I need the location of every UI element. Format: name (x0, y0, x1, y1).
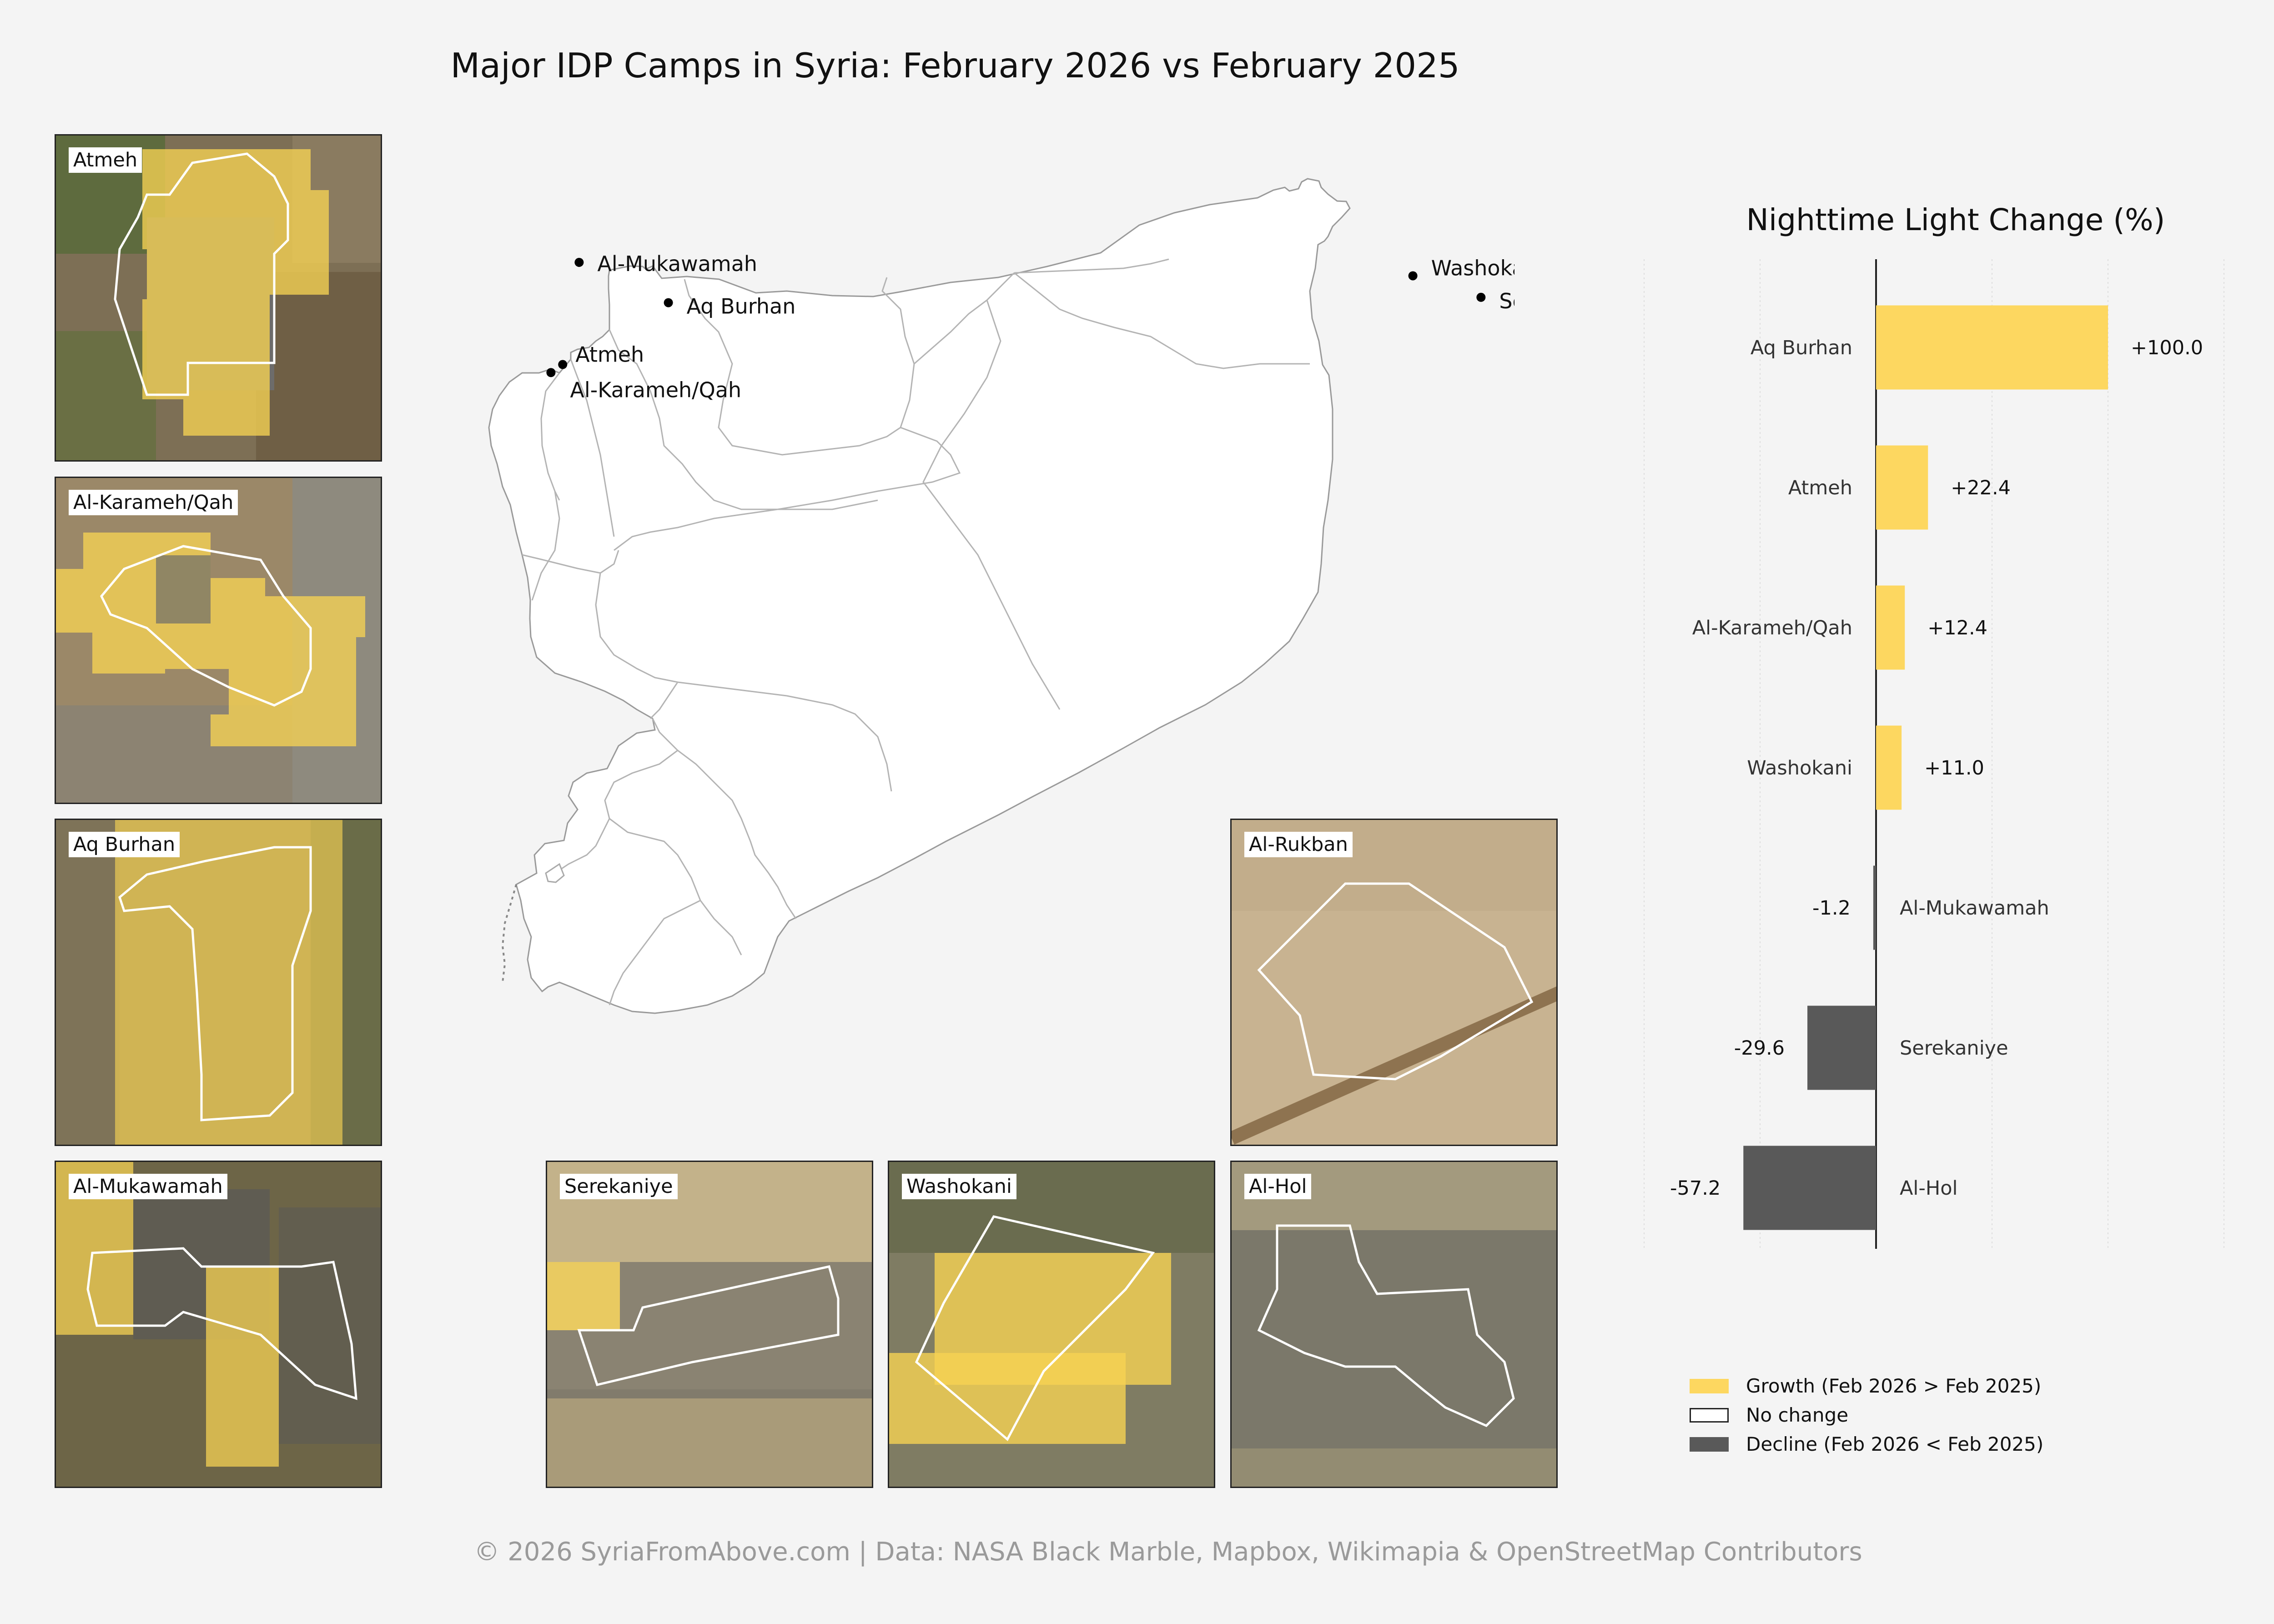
camp-marker (1476, 292, 1486, 302)
legend-swatch-decline (1690, 1437, 1729, 1452)
category-label: Al-Karameh/Qah (1692, 617, 1852, 639)
satellite-image (56, 136, 381, 460)
camp-marker (546, 368, 556, 377)
bar-chart: Aq Burhan +100.0 Atmeh +22.4 Al-Karameh/Qah +… (1644, 259, 2224, 1249)
camp-marker (1408, 271, 1418, 281)
bar (1876, 445, 1928, 530)
category-label: Washokani (1747, 757, 1852, 779)
camp-marker (574, 257, 584, 267)
bar (1807, 1006, 1876, 1090)
chart-grid (1644, 259, 2224, 1249)
inset-atmeh: Atmeh (55, 134, 382, 462)
golan-border (501, 884, 517, 983)
syria-outline (488, 178, 1351, 1014)
camp-label: Washokani (1431, 256, 1514, 280)
inset-label: Al-Karameh/Qah (69, 490, 238, 515)
camp-label: Al-Karameh/Qah (570, 377, 741, 402)
inset-al-hol: Al-Hol (1230, 1161, 1558, 1488)
legend-swatch-growth (1690, 1379, 1729, 1393)
map-regions (488, 178, 1351, 1014)
inset-label: Serekaniye (560, 1174, 678, 1199)
camp-markers: Al-Mukawamah Aq Burhan Atmeh Al-Karameh/Qah… (546, 251, 1514, 402)
category-label: Serekaniye (1900, 1037, 2008, 1060)
category-label: Aq Burhan (1751, 337, 1852, 359)
chart-title: Nighttime Light Change (%) (1746, 202, 2165, 237)
inset-label: Al-Mukawamah (69, 1174, 227, 1199)
inset-washokani: Washokani (888, 1161, 1215, 1488)
value-label: +12.4 (1927, 617, 1987, 639)
camp-label: Aq Burhan (687, 294, 796, 319)
satellite-image (1232, 820, 1556, 1145)
category-label: Al-Hol (1900, 1177, 1957, 1200)
category-label: Al-Mukawamah (1900, 897, 2049, 920)
camp-label: Atmeh (575, 342, 644, 367)
value-label: +11.0 (1924, 757, 1984, 779)
footer-credits: © 2026 SyriaFromAbove.com | Data: NASA B… (474, 1537, 1862, 1567)
chart-bars (1743, 305, 2108, 1230)
inset-label: Al-Rukban (1244, 832, 1353, 857)
value-label: -29.6 (1734, 1037, 1785, 1060)
inset-aq-burhan: Aq Burhan (55, 819, 382, 1146)
category-label: Atmeh (1788, 477, 1852, 499)
bar (1743, 1146, 1876, 1230)
value-label: -57.2 (1670, 1177, 1721, 1200)
value-label: +22.4 (1951, 477, 2011, 499)
legend-swatch-no-change (1690, 1408, 1729, 1423)
bar (1876, 725, 1902, 810)
inset-al-rukban: Al-Rukban (1230, 819, 1558, 1146)
satellite-image (889, 1162, 1214, 1487)
lake-assad (545, 863, 565, 883)
legend-label: Growth (Feb 2026 > Feb 2025) (1746, 1375, 2042, 1397)
camp-label: Al-Mukawamah (597, 251, 757, 276)
inset-al-karameh-qah: Al-Karameh/Qah (55, 477, 382, 804)
bar (1873, 865, 1876, 950)
chart-labels: Aq Burhan +100.0 Atmeh +22.4 Al-Karameh/Qah +… (1670, 337, 2203, 1200)
inset-al-mukawamah: Al-Mukawamah (55, 1161, 382, 1488)
inset-serekaniye: Serekaniye (546, 1161, 873, 1488)
bar (1876, 585, 1905, 670)
satellite-image (56, 1162, 381, 1487)
satellite-image (547, 1162, 872, 1487)
page-title: Major IDP Camps in Syria: February 2026 … (450, 45, 1460, 85)
legend-label: Decline (Feb 2026 < Feb 2025) (1746, 1433, 2044, 1455)
syria-map: Al-Mukawamah Aq Burhan Atmeh Al-Karameh/Qah… (488, 178, 1514, 1014)
inset-label: Atmeh (69, 147, 142, 173)
inset-label: Aq Burhan (69, 832, 180, 857)
value-label: -1.2 (1812, 897, 1851, 920)
bar (1876, 305, 2108, 390)
governorate-borders (522, 258, 1310, 1006)
camp-marker (558, 360, 568, 369)
satellite-image (56, 820, 381, 1145)
inset-label: Al-Hol (1244, 1174, 1312, 1199)
camp-marker (664, 298, 673, 307)
legend-label: No change (1746, 1404, 1849, 1426)
inset-label: Washokani (902, 1174, 1016, 1199)
camp-label: Serekaniye (1499, 289, 1514, 313)
satellite-image (56, 478, 381, 803)
value-label: +100.0 (2131, 337, 2203, 359)
satellite-image (1232, 1162, 1556, 1487)
